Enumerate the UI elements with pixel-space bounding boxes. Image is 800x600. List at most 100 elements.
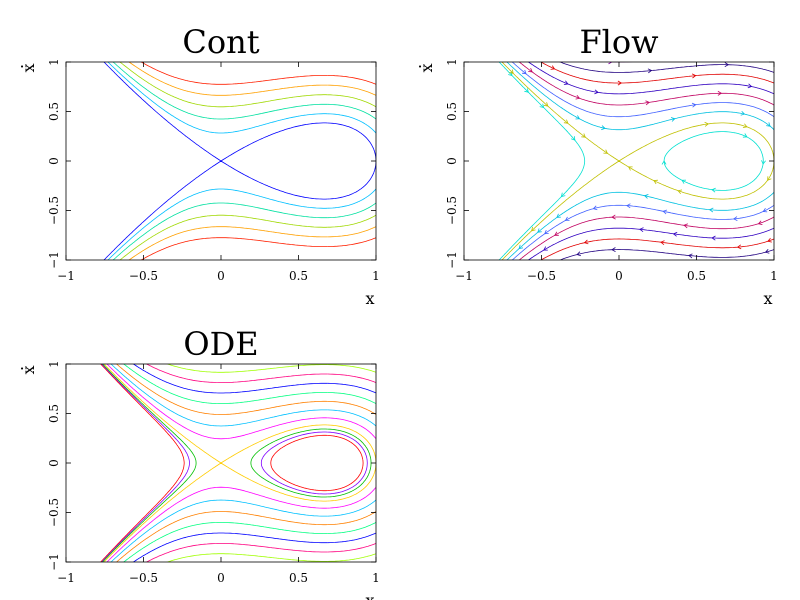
flow-arrow <box>513 261 517 265</box>
trajectory-curve <box>511 62 774 260</box>
trajectory-curve <box>112 62 376 260</box>
flow-arrow <box>518 244 524 250</box>
x-tick-label: −0.5 <box>129 269 158 283</box>
flow-arrow <box>752 55 756 59</box>
flow-arrow <box>563 119 569 124</box>
flow-arrow <box>548 262 552 266</box>
flow-arrow <box>691 73 697 79</box>
y-tick-label: 0.5 <box>445 102 459 121</box>
trajectory-curve <box>140 62 376 260</box>
flow-arrow <box>524 88 529 93</box>
flow-arrow <box>570 136 576 141</box>
trajectory-curve <box>518 62 774 260</box>
x-tick-label: 0.5 <box>289 269 308 283</box>
flow-arrow <box>691 102 697 108</box>
trajectory-curve <box>119 62 376 260</box>
flow-arrow <box>581 133 586 138</box>
flow-arrow <box>736 244 742 250</box>
y-axis-label: x <box>19 365 38 374</box>
x-tick-label: 0 <box>217 571 225 585</box>
flow-arrow <box>688 253 693 259</box>
flow-arrow <box>711 235 716 241</box>
flow-arrow <box>608 62 613 65</box>
flow-arrow <box>757 220 763 225</box>
x-tick-label: −0.5 <box>129 571 158 585</box>
flow-arrow <box>554 231 559 236</box>
flow-arrow <box>711 187 716 193</box>
flow-arrow <box>767 237 772 243</box>
chart-title: Cont <box>182 23 259 61</box>
flow-arrow <box>603 149 609 154</box>
x-tick-label: 1 <box>770 269 778 283</box>
flow-arrow <box>740 111 746 116</box>
phase-curves <box>103 62 376 260</box>
flow-arrow <box>502 261 506 265</box>
trajectory-curve <box>558 62 774 260</box>
flow-arrow <box>521 69 527 75</box>
trajectory-curve <box>115 364 376 562</box>
flow-arrow <box>528 68 533 73</box>
flow-arrow <box>626 203 631 209</box>
x-tick-label: −1 <box>455 269 473 283</box>
flow-arrow <box>611 247 616 252</box>
phase-curves <box>100 364 376 562</box>
flow-arrow <box>543 246 548 251</box>
x-tick-label: 0 <box>615 269 623 283</box>
flow-arrow <box>522 261 526 265</box>
x-tick-label: −1 <box>57 571 75 585</box>
flow-arrow <box>742 133 748 138</box>
trajectory-curve <box>100 364 364 562</box>
trajectory-curve <box>103 364 376 562</box>
phase-curves <box>495 55 774 266</box>
x-axis-label: x <box>365 289 374 308</box>
flow-arrow <box>601 125 606 131</box>
flow-arrow <box>717 90 723 96</box>
flow-arrow <box>537 228 542 233</box>
trajectory-curve <box>106 364 376 562</box>
trajectory-curve <box>145 364 376 562</box>
flow-arrow <box>576 251 582 257</box>
trajectory-curve <box>101 364 372 562</box>
trajectory-curve <box>506 62 774 260</box>
flow-arrow <box>497 261 501 265</box>
flow-arrow <box>575 94 581 100</box>
flow-arrow <box>643 194 649 199</box>
flow-arrow <box>660 240 665 246</box>
x-tick-label: −0.5 <box>527 269 556 283</box>
y-tick-label: −0.5 <box>47 196 61 225</box>
flow-arrow <box>543 102 549 107</box>
flow-arrow <box>533 261 537 265</box>
trajectory-curve <box>128 62 376 260</box>
chart-title: Flow <box>579 23 658 61</box>
flow-arrow <box>662 209 668 215</box>
flow-arrow <box>764 249 770 254</box>
flow-arrow <box>583 239 589 245</box>
y-tick-label: −0.5 <box>47 498 61 527</box>
flow-arrow <box>653 179 658 185</box>
y-tick-label: −1 <box>47 553 61 571</box>
flow-arrow <box>742 123 748 128</box>
x-tick-label: 0 <box>217 269 225 283</box>
trajectory-curve <box>166 364 376 562</box>
y-axis-label-dot: · <box>19 57 24 76</box>
flow-arrow <box>647 68 653 74</box>
y-axis-label-dot: · <box>19 359 24 378</box>
y-tick-label: 0.5 <box>47 102 61 121</box>
x-tick-label: 1 <box>372 269 380 283</box>
flow-arrow <box>670 117 676 122</box>
flow-arrow <box>762 207 768 213</box>
chart-title: ODE <box>183 325 258 363</box>
flow-arrow <box>575 115 581 120</box>
flow-arrow <box>761 160 766 165</box>
flow-arrow <box>507 261 511 265</box>
flow-arrow <box>708 207 714 213</box>
x-tick-label: 0.5 <box>687 269 706 283</box>
flow-arrow <box>564 216 570 221</box>
flow-arrow <box>531 226 536 232</box>
flow-arrow <box>495 261 499 265</box>
y-tick-label: 1 <box>445 58 459 66</box>
y-axis-label: x <box>19 63 38 72</box>
